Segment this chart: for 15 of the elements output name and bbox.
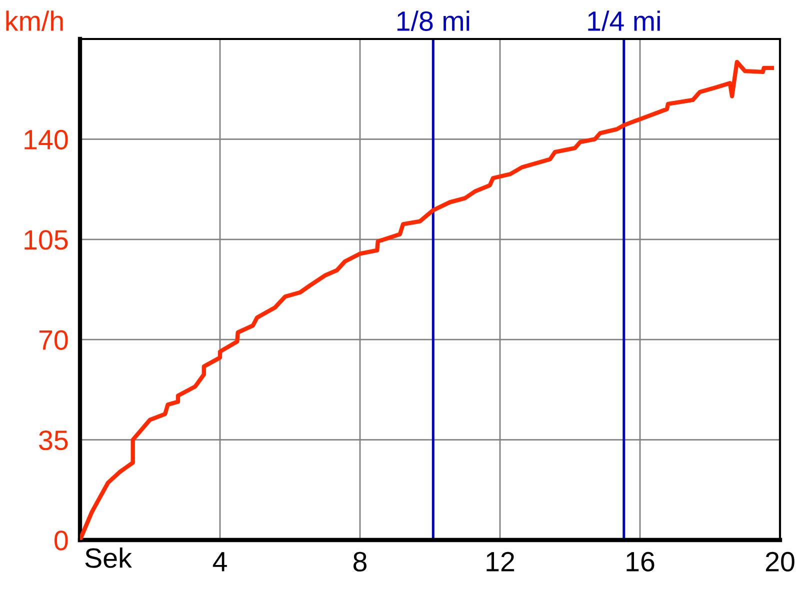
y-tick-label: 35 [39,430,68,450]
x-tick-label: 8 [353,552,367,572]
x-axis-title: Sek [85,548,132,568]
x-tick-label: 16 [626,552,654,572]
y-tick-label: 105 [24,230,68,250]
y-tick-label: 70 [39,330,68,350]
x-tick-label: 20 [766,552,794,572]
x-tick-label: 12 [486,552,514,572]
ref-line-label: 1/4 mi [588,10,660,32]
y-tick-label: 140 [24,130,68,150]
line-series [80,60,774,540]
x-tick-label: 4 [212,552,227,572]
y-axis-title: km/h [6,10,63,32]
y-tick-label: 0 [54,530,68,550]
ref-line-label: 1/8 mi [397,10,470,32]
